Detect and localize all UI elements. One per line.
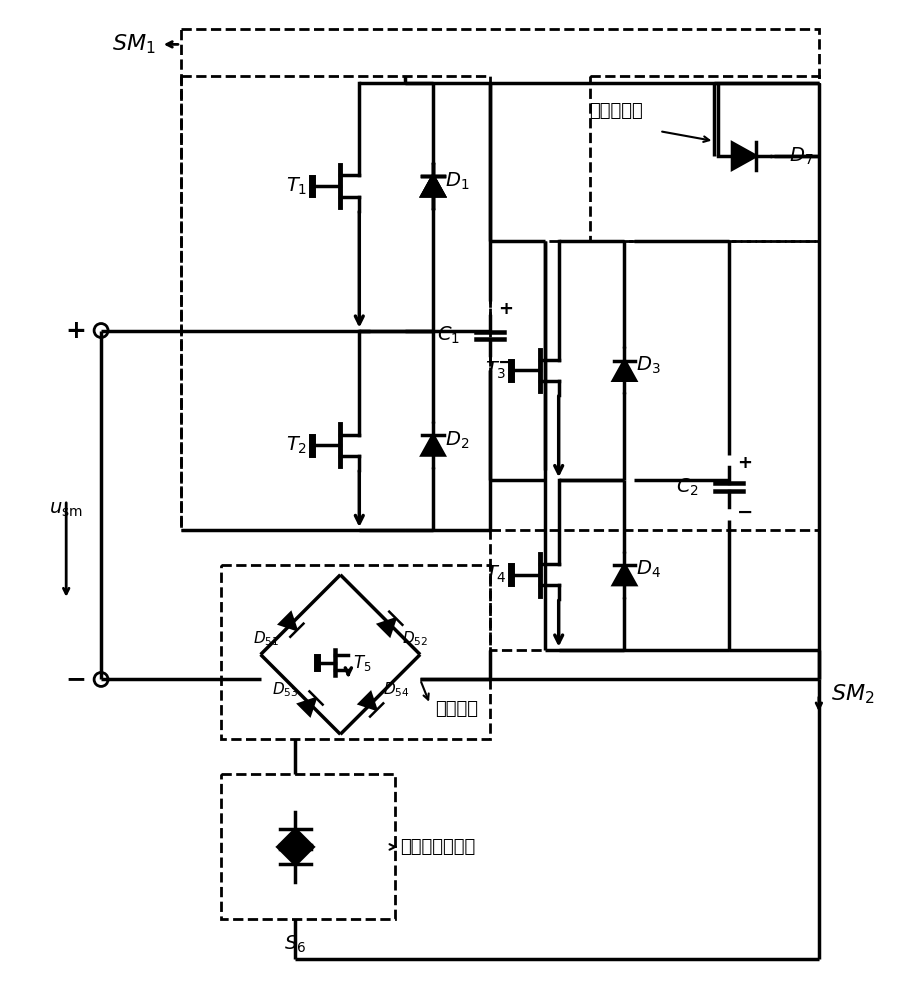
Text: $C_2$: $C_2$ xyxy=(676,476,699,498)
Polygon shape xyxy=(298,698,316,716)
Text: $T_4$: $T_4$ xyxy=(484,564,506,585)
Polygon shape xyxy=(422,176,444,196)
Polygon shape xyxy=(732,143,756,169)
Polygon shape xyxy=(613,361,635,380)
Polygon shape xyxy=(422,435,444,455)
Polygon shape xyxy=(279,612,297,630)
Text: $D_3$: $D_3$ xyxy=(636,355,661,376)
Text: $D_{53}$: $D_{53}$ xyxy=(271,680,298,699)
Polygon shape xyxy=(422,176,444,196)
Text: $u_{\rm sm}$: $u_{\rm sm}$ xyxy=(49,500,83,519)
Text: $S_6$: $S_6$ xyxy=(284,934,306,955)
Text: $T_1$: $T_1$ xyxy=(286,175,307,197)
Text: $T_5$: $T_5$ xyxy=(353,653,371,673)
Text: −: − xyxy=(498,353,515,372)
Text: $C_1$: $C_1$ xyxy=(437,325,460,346)
Text: +: + xyxy=(498,300,513,318)
Text: $D_2$: $D_2$ xyxy=(445,430,469,451)
Text: $SM_1$: $SM_1$ xyxy=(112,33,156,56)
Polygon shape xyxy=(422,176,444,196)
Text: +: + xyxy=(65,319,86,343)
Text: $D_{51}$: $D_{51}$ xyxy=(252,629,279,648)
Polygon shape xyxy=(613,565,635,585)
Text: +: + xyxy=(738,454,752,472)
Text: $D_{52}$: $D_{52}$ xyxy=(402,629,428,648)
Polygon shape xyxy=(377,618,396,636)
Text: $D_{54}$: $D_{54}$ xyxy=(383,680,409,699)
Text: $D_4$: $D_4$ xyxy=(636,559,662,580)
Text: $D_1$: $D_1$ xyxy=(445,170,470,192)
Text: $T_2$: $T_2$ xyxy=(286,435,307,456)
Text: 双向开关: 双向开关 xyxy=(435,700,478,718)
Polygon shape xyxy=(280,829,312,845)
Text: $D_7$: $D_7$ xyxy=(789,145,813,167)
Text: 均压二极管: 均压二极管 xyxy=(590,102,643,120)
Polygon shape xyxy=(280,849,312,864)
Text: $SM_2$: $SM_2$ xyxy=(831,683,875,706)
Polygon shape xyxy=(358,692,377,710)
Text: −: − xyxy=(65,667,86,691)
Text: 故障回路晶闸管: 故障回路晶闸管 xyxy=(400,838,475,856)
Text: −: − xyxy=(738,502,753,521)
Text: $T_3$: $T_3$ xyxy=(485,360,506,381)
